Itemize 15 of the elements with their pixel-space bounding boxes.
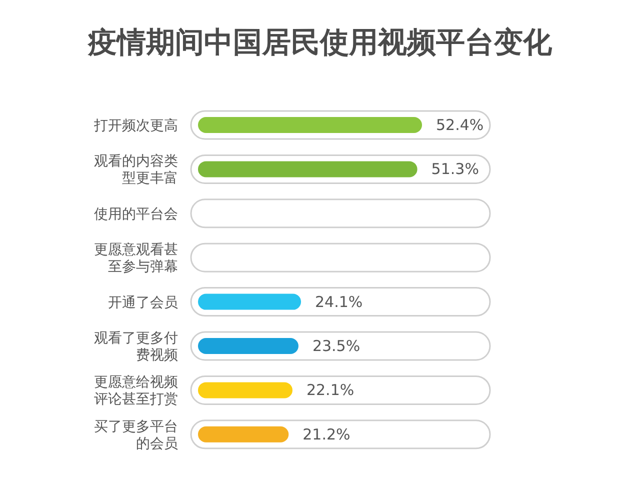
y-tick-label: 买了更多平台的会员: [94, 418, 178, 452]
data-label: 21.2%: [302, 425, 350, 444]
data-label: 22.1%: [306, 381, 354, 400]
y-tick-label: 打开频次更高: [93, 118, 178, 134]
y-tick-label: 更愿意给视频评论甚至打赏: [94, 374, 178, 408]
chart-title: 疫情期间中国居民使用视频平台变化: [87, 25, 553, 59]
y-tick-label: 观看的内容类型更丰富: [94, 154, 178, 187]
y-tick-label: 使用的平台会: [94, 206, 178, 222]
data-label: 23.5%: [312, 337, 360, 355]
data-label: 52.4%: [436, 116, 484, 134]
y-tick-label: 观看了更多付费视频: [94, 330, 178, 364]
data-label: 51.3%: [431, 160, 479, 178]
y-tick-label: 开通了会员: [108, 294, 178, 311]
data-label: 24.1%: [315, 292, 363, 311]
y-tick-label: 更愿意观看甚至参与弹幕: [94, 242, 178, 276]
